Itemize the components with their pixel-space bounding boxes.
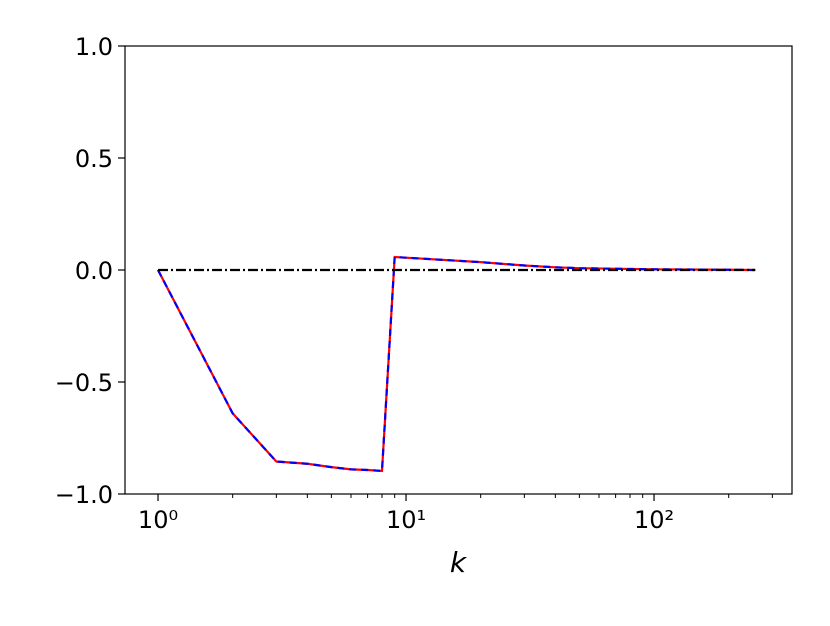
x-tick-label: 10¹ (386, 506, 426, 534)
x-tick-label: 10⁰ (138, 506, 178, 534)
y-tick-label: 0.0 (75, 257, 113, 285)
y-tick-label: −1.0 (55, 481, 113, 509)
x-axis-label: k (450, 546, 468, 579)
line-series (157, 255, 756, 473)
x-tick-label: 10² (634, 506, 674, 534)
y-tick-label: −0.5 (55, 369, 113, 397)
y-tick-label: 0.5 (75, 145, 113, 173)
y-tick-label: 1.0 (75, 33, 113, 61)
line-series (157, 255, 756, 473)
